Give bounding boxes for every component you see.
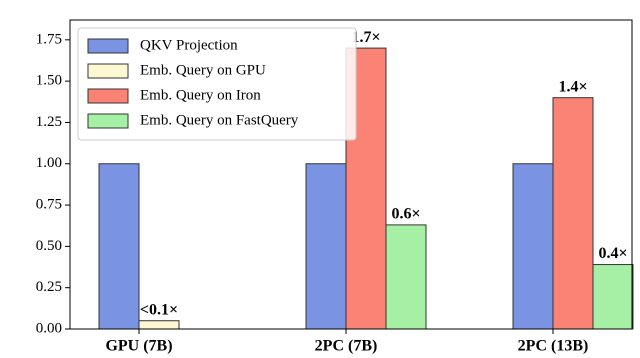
- x-tick-label: 2PC (7B): [315, 338, 378, 355]
- data-label: 0.6×: [391, 206, 420, 223]
- y-tick-label: 1.50: [36, 73, 62, 89]
- y-tick-label: 0.25: [36, 279, 62, 295]
- bar: [98, 163, 140, 330]
- plot-frame: [69, 19, 633, 330]
- legend-swatch: [87, 88, 129, 104]
- bar: [305, 163, 347, 330]
- legend-label: Emb. Query on GPU: [140, 62, 266, 78]
- bar: [385, 224, 427, 330]
- y-tick-label: 1.75: [36, 31, 62, 47]
- data-label: 1.4×: [558, 78, 587, 95]
- legend-label: QKV Projection: [140, 37, 238, 53]
- y-tick-label: 0.50: [36, 238, 62, 254]
- data-label: 1.7×: [351, 29, 380, 46]
- bar: [138, 320, 180, 330]
- bar: [592, 264, 634, 330]
- data-label: 0.4×: [598, 245, 627, 262]
- legend-box: [77, 27, 357, 141]
- y-tick-label: 1.25: [36, 114, 62, 130]
- legend-swatch: [87, 63, 129, 79]
- x-tick-label: GPU (7B): [105, 338, 172, 355]
- legend-label: Emb. Query on FastQuery: [140, 112, 299, 128]
- y-tick-label: 1.00: [36, 155, 62, 171]
- bar: [512, 163, 554, 330]
- x-tick-label: 2PC (13B): [518, 338, 589, 355]
- data-label: <0.1×: [140, 301, 178, 318]
- y-tick-label: 0.00: [36, 320, 62, 336]
- y-tick-label: 0.75: [36, 197, 62, 213]
- legend-swatch: [87, 113, 129, 129]
- legend-swatch: [87, 38, 129, 54]
- bar: [552, 97, 594, 330]
- legend-label: Emb. Query on Iron: [140, 87, 261, 103]
